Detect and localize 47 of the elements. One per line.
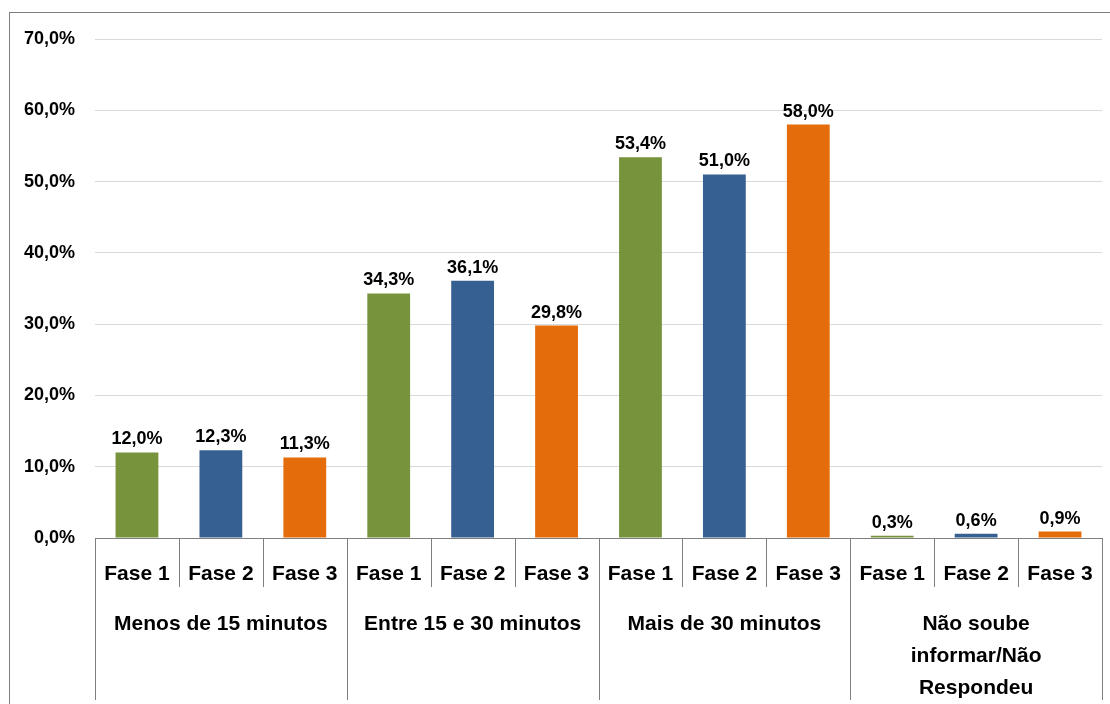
data-label: 0,9% [1039,507,1081,528]
text: Fase 2 [439,560,506,584]
x-tick-label: Entre 15 e 30 minutos [364,610,582,634]
series-label: Fase 2 [188,560,254,584]
data-label: 53,4% [614,133,666,154]
bar [199,450,243,538]
y-tick-label: 20,0% [23,384,75,405]
y-tick-label: 30,0% [23,313,75,334]
data-label: 12,3% [195,426,247,447]
text: Fase 3 [523,560,590,584]
bar [954,533,998,538]
bar [619,157,662,538]
text: Fase 1 [607,560,674,584]
data-label: 0,6% [955,509,997,530]
y-tick-label: 70,0% [23,27,75,48]
y-tick-label: 50,0% [23,170,75,191]
y-tick-label: 40,0% [23,241,75,262]
bar [115,452,159,538]
data-label: 29,8% [531,301,583,322]
data-label: 34,3% [363,269,415,290]
data-label: 51,0% [698,150,750,171]
bar [283,457,327,538]
x-tick-label: Mais de 30 minutos [627,610,822,634]
bar [451,280,495,538]
text: Fase 2 [943,560,1009,584]
series-label: Fase 3 [272,560,338,584]
data-label: 58,0% [782,100,834,121]
text: Fase 1 [104,560,170,584]
bar [786,124,830,538]
x-tick-label: Não soube informar/Não Respondeu [910,610,1042,698]
y-tick-label: 0,0% [33,526,75,547]
text: Fase 1 [859,560,925,584]
bar [367,293,411,538]
text: Fase 2 [691,560,758,584]
y-tick-label: 10,0% [23,455,75,476]
bar [702,174,746,538]
data-label: 11,3% [279,433,330,454]
y-tick-label: 60,0% [23,99,75,120]
x-tick-label: Menos de 15 minutos [114,610,328,634]
text: Fase 3 [1027,560,1093,584]
text: Fase 3 [775,560,841,584]
data-label: 12,0% [111,428,163,449]
bar [535,325,578,538]
series-label: Fase 1 [356,560,422,584]
data-label: 0,3% [871,511,913,532]
bar [1038,531,1082,538]
data-label: 36,1% [447,256,499,277]
